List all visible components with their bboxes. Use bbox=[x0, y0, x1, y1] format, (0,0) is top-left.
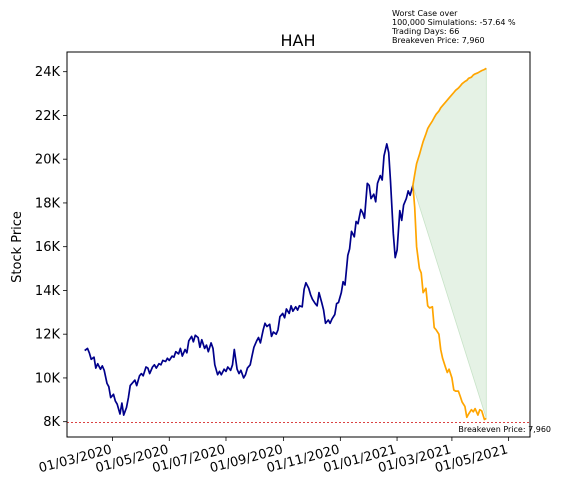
annotation-line: 100,000 Simulations: -57.64 % bbox=[392, 18, 516, 27]
y-axis-label: Stock Price bbox=[10, 211, 25, 283]
series-line-0 bbox=[84, 143, 414, 416]
chart-title: HAH bbox=[280, 31, 315, 50]
y-axis: 8K 10K 12K 14K 16K 18K 20K 22K 24K bbox=[35, 65, 67, 430]
y-tick-label: 16K bbox=[35, 240, 61, 255]
series-group bbox=[84, 67, 487, 421]
y-tick-label: 12K bbox=[35, 328, 61, 343]
series-line-2 bbox=[412, 185, 487, 421]
annotation-line: Breakeven Price: 7,960 bbox=[392, 36, 485, 45]
plot-frame bbox=[66, 51, 531, 438]
breakeven-label: Breakeven Price: 7,960 bbox=[458, 425, 551, 434]
series-line-1 bbox=[412, 67, 487, 186]
y-tick-label: 18K bbox=[35, 196, 61, 211]
simulation-band bbox=[412, 67, 487, 419]
y-tick-label: 14K bbox=[35, 284, 61, 299]
simulation-band-area bbox=[412, 67, 487, 419]
y-tick-label: 22K bbox=[35, 109, 61, 124]
y-tick-label: 8K bbox=[43, 415, 60, 430]
y-tick-label: 10K bbox=[35, 371, 61, 386]
y-tick-label: 20K bbox=[35, 153, 61, 168]
x-axis: 01/03/202001/05/202001/07/202001/09/2020… bbox=[37, 437, 510, 476]
annotation-line: Trading Days: 66 bbox=[391, 27, 459, 36]
y-tick-label: 24K bbox=[35, 65, 61, 80]
annotation-line: Worst Case over bbox=[392, 9, 458, 18]
